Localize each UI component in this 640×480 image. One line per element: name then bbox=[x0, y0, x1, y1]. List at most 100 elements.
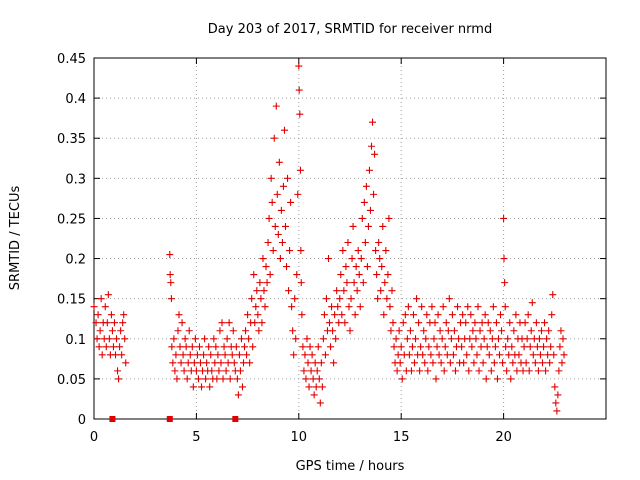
data-point bbox=[413, 295, 421, 303]
data-point bbox=[264, 239, 272, 247]
data-point bbox=[470, 359, 478, 367]
data-point bbox=[428, 303, 436, 311]
data-point bbox=[383, 295, 391, 303]
data-point bbox=[547, 343, 555, 351]
data-point bbox=[171, 367, 179, 375]
data-point bbox=[487, 367, 495, 375]
data-point bbox=[507, 375, 515, 383]
data-point bbox=[528, 299, 536, 307]
data-point bbox=[490, 359, 498, 367]
data-point bbox=[92, 319, 100, 327]
data-point bbox=[497, 311, 505, 319]
data-point bbox=[245, 335, 253, 343]
data-point bbox=[286, 247, 294, 255]
data-point bbox=[183, 375, 191, 383]
data-point bbox=[478, 319, 486, 327]
data-point bbox=[198, 383, 206, 391]
data-point bbox=[178, 319, 186, 327]
data-point bbox=[548, 311, 556, 319]
data-point bbox=[318, 383, 326, 391]
data-point bbox=[166, 271, 174, 279]
data-point bbox=[275, 158, 283, 166]
data-point bbox=[250, 271, 258, 279]
data-point bbox=[549, 291, 557, 299]
data-point bbox=[350, 279, 358, 287]
data-point bbox=[489, 303, 497, 311]
data-point bbox=[320, 311, 328, 319]
data-point bbox=[499, 359, 507, 367]
data-point bbox=[422, 335, 430, 343]
data-point bbox=[302, 375, 310, 383]
data-point bbox=[522, 359, 530, 367]
data-point bbox=[95, 343, 103, 351]
data-point bbox=[119, 319, 127, 327]
y-axis-label: SRMTID / TECUs bbox=[8, 186, 23, 291]
data-point bbox=[270, 134, 278, 142]
data-point bbox=[510, 327, 518, 335]
data-point bbox=[370, 190, 378, 198]
data-point bbox=[104, 291, 112, 299]
data-point bbox=[105, 335, 113, 343]
data-point bbox=[464, 303, 472, 311]
data-point bbox=[441, 343, 449, 351]
data-point bbox=[433, 343, 441, 351]
data-point bbox=[445, 295, 453, 303]
data-point bbox=[411, 359, 419, 367]
data-point bbox=[253, 287, 261, 295]
data-point bbox=[284, 174, 292, 182]
data-point bbox=[415, 319, 423, 327]
data-point bbox=[366, 206, 374, 214]
data-point bbox=[311, 359, 319, 367]
data-point bbox=[184, 359, 192, 367]
data-point bbox=[166, 251, 174, 259]
data-point bbox=[432, 375, 440, 383]
data-point bbox=[403, 335, 411, 343]
data-point bbox=[122, 359, 130, 367]
data-point bbox=[296, 110, 304, 118]
data-point bbox=[454, 303, 462, 311]
data-point bbox=[480, 335, 488, 343]
data-point bbox=[498, 327, 506, 335]
data-point bbox=[321, 351, 329, 359]
data-point bbox=[359, 279, 367, 287]
data-point bbox=[235, 351, 243, 359]
data-point bbox=[278, 239, 286, 247]
data-point bbox=[211, 359, 219, 367]
data-point bbox=[455, 335, 463, 343]
data-point bbox=[369, 118, 377, 126]
data-point bbox=[240, 359, 248, 367]
data-point bbox=[447, 335, 455, 343]
data-point bbox=[224, 359, 232, 367]
data-point bbox=[550, 351, 558, 359]
data-point bbox=[255, 327, 263, 335]
data-point bbox=[312, 383, 320, 391]
data-point bbox=[304, 359, 312, 367]
data-point bbox=[465, 367, 473, 375]
data-point bbox=[508, 343, 516, 351]
data-point bbox=[333, 287, 341, 295]
data-point bbox=[259, 255, 267, 263]
data-point bbox=[267, 174, 275, 182]
data-point bbox=[496, 351, 504, 359]
data-point bbox=[521, 319, 529, 327]
data-point bbox=[258, 319, 266, 327]
data-point bbox=[328, 303, 336, 311]
data-point bbox=[386, 303, 394, 311]
plot-frame bbox=[93, 57, 607, 420]
data-point bbox=[535, 335, 543, 343]
x-tick-label: 20 bbox=[495, 430, 512, 445]
data-point bbox=[246, 359, 254, 367]
data-point bbox=[287, 198, 295, 206]
data-point bbox=[558, 359, 566, 367]
data-point bbox=[381, 279, 389, 287]
data-point bbox=[201, 335, 209, 343]
data-point bbox=[536, 351, 544, 359]
data-point bbox=[113, 335, 121, 343]
data-point bbox=[191, 335, 199, 343]
data-point bbox=[285, 287, 293, 295]
data-point bbox=[347, 295, 355, 303]
data-point bbox=[525, 367, 533, 375]
data-point bbox=[379, 222, 387, 230]
data-point bbox=[398, 375, 406, 383]
